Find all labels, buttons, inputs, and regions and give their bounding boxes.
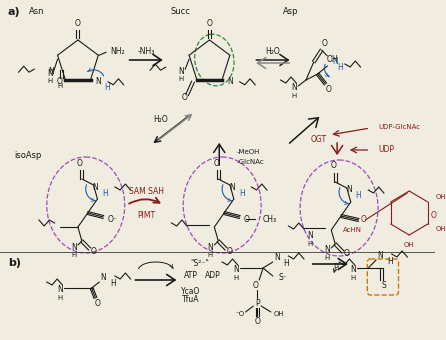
Text: N: N bbox=[229, 183, 235, 191]
Text: isoAsp: isoAsp bbox=[15, 151, 42, 159]
Text: O: O bbox=[254, 318, 260, 326]
Text: OH: OH bbox=[436, 226, 446, 232]
Text: H: H bbox=[57, 83, 62, 89]
Text: H: H bbox=[179, 76, 184, 82]
Text: H: H bbox=[239, 188, 244, 198]
Text: O: O bbox=[95, 300, 100, 308]
Text: N: N bbox=[291, 84, 297, 92]
Text: N: N bbox=[47, 69, 53, 78]
Text: O: O bbox=[77, 158, 83, 168]
Text: O: O bbox=[344, 250, 350, 258]
Text: CH₃: CH₃ bbox=[263, 215, 277, 223]
Text: O: O bbox=[431, 210, 437, 220]
Text: AcHN: AcHN bbox=[343, 227, 362, 233]
Text: H: H bbox=[284, 259, 289, 269]
Text: H: H bbox=[337, 63, 343, 71]
Text: N: N bbox=[233, 266, 239, 274]
Text: H: H bbox=[233, 275, 239, 281]
Text: N: N bbox=[58, 286, 63, 294]
Text: NH₂: NH₂ bbox=[110, 47, 124, 56]
Text: OGT: OGT bbox=[310, 136, 326, 144]
Text: OH: OH bbox=[436, 194, 446, 200]
Text: O: O bbox=[206, 18, 212, 28]
Text: H: H bbox=[208, 252, 213, 258]
Text: Asp: Asp bbox=[283, 7, 298, 17]
Text: OH: OH bbox=[404, 242, 414, 248]
Text: N: N bbox=[71, 242, 77, 252]
Text: -MeOH: -MeOH bbox=[237, 149, 260, 155]
Text: N: N bbox=[93, 183, 99, 191]
Text: N: N bbox=[207, 242, 213, 252]
Text: a): a) bbox=[8, 7, 21, 17]
Text: H: H bbox=[71, 252, 77, 258]
Text: N: N bbox=[307, 232, 313, 240]
Text: N: N bbox=[325, 245, 330, 255]
Text: H: H bbox=[350, 275, 355, 281]
Text: N: N bbox=[95, 77, 101, 86]
Text: -NH₃: -NH₃ bbox=[137, 48, 155, 56]
Text: b): b) bbox=[8, 258, 21, 268]
Text: "S²⁻": "S²⁻" bbox=[190, 259, 209, 269]
Text: OH: OH bbox=[326, 54, 338, 64]
Text: O: O bbox=[57, 77, 62, 86]
Text: ⁻O: ⁻O bbox=[235, 311, 244, 317]
Text: O: O bbox=[330, 162, 336, 170]
Text: O: O bbox=[227, 246, 233, 255]
Text: -GlcNAc: -GlcNAc bbox=[237, 159, 264, 165]
Text: O: O bbox=[181, 93, 187, 102]
Text: O: O bbox=[360, 216, 366, 224]
Text: N: N bbox=[346, 186, 352, 194]
Text: H: H bbox=[110, 279, 116, 289]
Text: H: H bbox=[58, 295, 63, 301]
Text: H: H bbox=[387, 257, 392, 267]
Text: PIMT: PIMT bbox=[137, 210, 155, 220]
Text: Succ: Succ bbox=[170, 7, 190, 17]
Text: N: N bbox=[178, 67, 184, 76]
Text: P: P bbox=[255, 300, 260, 308]
Text: UDP-GlcNAc: UDP-GlcNAc bbox=[378, 124, 420, 130]
Text: O⁻: O⁻ bbox=[107, 215, 117, 223]
Text: O: O bbox=[213, 158, 219, 168]
Text: N: N bbox=[48, 67, 54, 76]
Text: H: H bbox=[356, 191, 361, 201]
Text: O: O bbox=[252, 282, 258, 290]
Text: H: H bbox=[104, 83, 110, 92]
Text: O: O bbox=[244, 215, 249, 223]
Text: N: N bbox=[332, 57, 338, 67]
Text: N: N bbox=[100, 273, 106, 283]
Text: H: H bbox=[102, 188, 108, 198]
Text: H: H bbox=[325, 255, 330, 261]
Text: S⁻: S⁻ bbox=[279, 273, 287, 283]
Text: N: N bbox=[350, 266, 355, 274]
Text: ADP: ADP bbox=[205, 271, 220, 279]
Text: H₂O: H₂O bbox=[153, 116, 168, 124]
Text: N: N bbox=[274, 254, 280, 262]
Text: N: N bbox=[377, 252, 383, 260]
Text: TfuA: TfuA bbox=[182, 295, 200, 305]
Text: H: H bbox=[47, 78, 52, 84]
Text: Asn: Asn bbox=[29, 7, 45, 17]
Text: UDP: UDP bbox=[378, 146, 394, 154]
Text: O: O bbox=[322, 39, 327, 49]
Text: OH: OH bbox=[273, 311, 284, 317]
Text: SAM SAH: SAM SAH bbox=[128, 187, 164, 197]
Text: YcaO: YcaO bbox=[181, 287, 201, 295]
Text: O: O bbox=[91, 246, 96, 255]
Text: O: O bbox=[326, 85, 331, 95]
Text: N: N bbox=[227, 77, 233, 86]
Text: H: H bbox=[307, 241, 313, 247]
Text: ATP: ATP bbox=[184, 271, 198, 279]
Text: H₂O: H₂O bbox=[265, 47, 280, 55]
Text: Pᵢ: Pᵢ bbox=[333, 264, 339, 272]
Text: O: O bbox=[75, 18, 81, 28]
Text: H: H bbox=[292, 93, 297, 99]
Text: S: S bbox=[381, 282, 386, 290]
